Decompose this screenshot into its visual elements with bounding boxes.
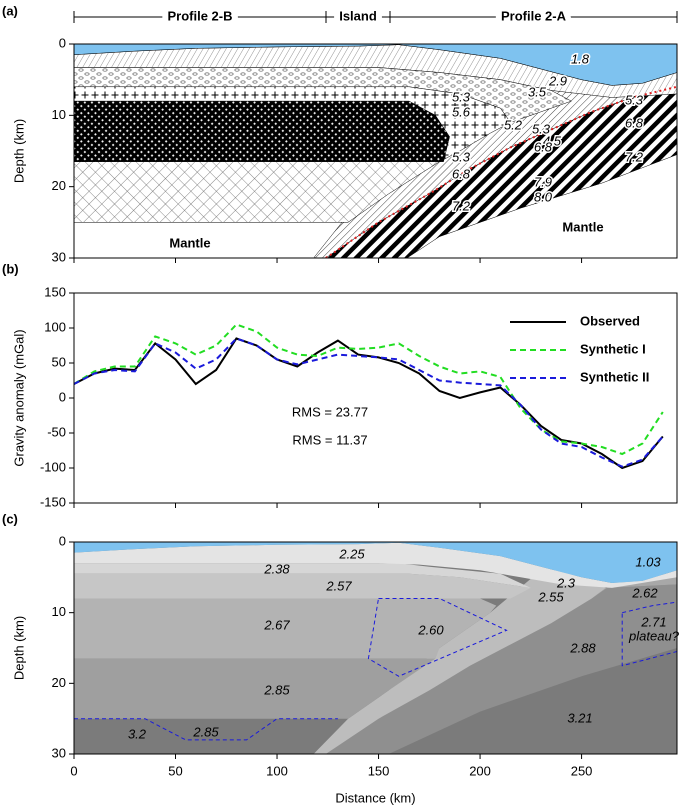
section-label: 3.5 bbox=[528, 84, 547, 99]
density-boundary bbox=[367, 598, 508, 677]
section-label: Mantle bbox=[562, 219, 603, 234]
section-label: 2.55 bbox=[537, 589, 564, 604]
section-label: 2.62 bbox=[631, 585, 658, 600]
section-label: 2.38 bbox=[263, 561, 290, 576]
section-label: 7.2 bbox=[625, 149, 644, 164]
segment-label: Profile 2-A bbox=[501, 8, 567, 23]
section-label: 3.2 bbox=[128, 726, 147, 741]
plot-frame bbox=[73, 541, 678, 755]
section-label: 6.8 bbox=[452, 166, 471, 181]
section-label: 2.3 bbox=[556, 575, 576, 590]
section-label: 2.57 bbox=[325, 578, 352, 593]
segment-label: Island bbox=[339, 8, 377, 23]
section-label: 2.67 bbox=[263, 617, 290, 632]
y-tick-label: 0 bbox=[59, 389, 66, 404]
y-tick-label: 30 bbox=[52, 249, 66, 264]
y-axis-label: Gravity anomaly (mGal) bbox=[11, 329, 26, 466]
y-tick-label: -150 bbox=[40, 494, 66, 509]
y-tick-label: 20 bbox=[52, 178, 66, 193]
section-label: 8.0 bbox=[534, 189, 553, 204]
layer bbox=[74, 161, 441, 223]
x-tick-label: 0 bbox=[70, 763, 77, 778]
section-label: 2.25 bbox=[338, 546, 365, 561]
layer bbox=[74, 658, 436, 719]
plate-interface bbox=[325, 85, 677, 258]
x-tick-label: 100 bbox=[266, 763, 288, 778]
layer bbox=[313, 570, 606, 754]
section-label: plateau? bbox=[628, 628, 680, 643]
y-tick-label: 30 bbox=[52, 745, 66, 760]
y-tick-label: 10 bbox=[52, 604, 66, 619]
layer bbox=[74, 44, 677, 86]
section-label: 7.9 bbox=[534, 174, 552, 189]
y-tick-label: 10 bbox=[52, 107, 66, 122]
plot-area bbox=[74, 323, 664, 470]
legend-label: Observed bbox=[580, 313, 640, 328]
y-tick-label: 50 bbox=[52, 354, 66, 369]
section-label: 6.8 bbox=[625, 115, 644, 130]
series-line bbox=[74, 323, 664, 456]
layer bbox=[74, 563, 531, 588]
x-tick-label: 200 bbox=[469, 763, 491, 778]
annotation: RMS = 11.37 bbox=[292, 432, 367, 447]
y-tick-label: 150 bbox=[44, 284, 66, 299]
plot-area bbox=[74, 542, 677, 754]
segment-label: Profile 2-B bbox=[167, 8, 232, 23]
panel-label: (b) bbox=[2, 261, 19, 276]
section-label: 2.71 bbox=[640, 614, 666, 629]
density-boundary bbox=[621, 601, 677, 667]
layer bbox=[74, 598, 497, 659]
legend-label: Synthetic II bbox=[580, 369, 649, 384]
section-label: 2.9 bbox=[548, 73, 567, 88]
y-tick-label: -50 bbox=[47, 424, 66, 439]
y-tick-label: 0 bbox=[59, 35, 66, 50]
section-label: 5.3 bbox=[452, 89, 471, 104]
section-label: 2.88 bbox=[569, 640, 596, 655]
section-label: 5.3 bbox=[452, 149, 471, 164]
series-line bbox=[74, 337, 664, 468]
y-tick-label: 0 bbox=[59, 533, 66, 548]
section-label: 5.3 bbox=[625, 92, 644, 107]
layer bbox=[74, 542, 677, 588]
series-line bbox=[74, 337, 664, 470]
y-tick-label: 100 bbox=[44, 319, 66, 334]
plot-frame bbox=[73, 43, 678, 259]
section-label: 1.8 bbox=[571, 51, 590, 66]
layer bbox=[74, 573, 531, 599]
section-label: 3.21 bbox=[567, 710, 592, 725]
y-axis-label: Depth (km) bbox=[11, 119, 26, 183]
section-label: 1.03 bbox=[635, 554, 661, 569]
section-label: 7.2 bbox=[452, 198, 471, 213]
section-label: 2.85 bbox=[263, 682, 290, 697]
density-boundary bbox=[74, 718, 338, 741]
x-tick-label: 150 bbox=[368, 763, 390, 778]
section-label: 5.6 bbox=[452, 104, 471, 119]
legend-label: Synthetic I bbox=[580, 341, 646, 356]
section-label: 5.2 bbox=[504, 117, 523, 132]
layer bbox=[74, 542, 677, 583]
layer bbox=[325, 86, 677, 258]
section-label: 6.8 bbox=[534, 139, 553, 154]
section-label: 2.85 bbox=[192, 724, 219, 739]
layer bbox=[74, 100, 450, 162]
section-label: 2.60 bbox=[417, 622, 444, 637]
y-tick-label: -100 bbox=[40, 459, 66, 474]
annotation: RMS = 23.77 bbox=[292, 404, 368, 419]
panel-label: (a) bbox=[2, 3, 18, 18]
panel-label: (c) bbox=[2, 511, 18, 526]
x-tick-label: 250 bbox=[571, 763, 593, 778]
section-label: 4.5 bbox=[543, 133, 562, 148]
section-label: Mantle bbox=[169, 235, 210, 250]
y-axis-label: Depth (km) bbox=[11, 616, 26, 680]
layer bbox=[325, 584, 677, 754]
x-axis-label: Distance (km) bbox=[335, 790, 415, 805]
plot-area bbox=[74, 44, 677, 258]
y-tick-label: 20 bbox=[52, 675, 66, 690]
section-label: 5.3 bbox=[532, 121, 551, 136]
x-tick-label: 50 bbox=[168, 763, 182, 778]
